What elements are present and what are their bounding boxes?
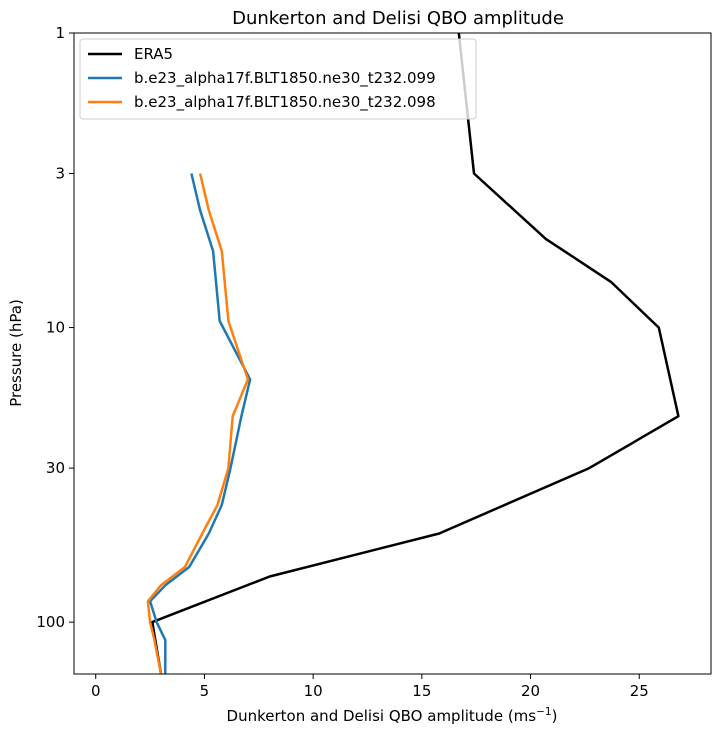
x-tick-label: 10 (304, 682, 323, 700)
x-ticks: 0 5 10 15 20 25 (91, 674, 649, 700)
series-line-1 (148, 173, 252, 674)
y-tick-label: 3 (55, 165, 65, 183)
y-ticks: 1 3 10 30 100 (36, 24, 74, 631)
x-axis-label-superscript: −1 (536, 706, 551, 718)
chart-title: Dunkerton and Delisi QBO amplitude (232, 8, 564, 29)
x-axis-label-close: ) (552, 707, 558, 725)
series-line-0 (151, 32, 680, 675)
y-tick-label: 10 (46, 319, 65, 337)
x-tick-label: 20 (521, 682, 540, 700)
series-line-2 (146, 173, 250, 675)
legend: ERA5 b.e23_alpha17f.BLT1850.ne30_t232.09… (79, 38, 477, 120)
legend-frame (79, 38, 477, 120)
legend-label-run-099: b.e23_alpha17f.BLT1850.ne30_t232.099 (134, 69, 436, 88)
series-layer (146, 32, 680, 675)
legend-label-run-098: b.e23_alpha17f.BLT1850.ne30_t232.098 (134, 93, 436, 112)
y-tick-label: 100 (36, 613, 65, 631)
plot-frame (73, 32, 712, 675)
x-tick-label: 5 (200, 682, 210, 700)
x-tick-label: 0 (91, 682, 101, 700)
y-tick-label: 1 (55, 24, 65, 42)
x-tick-label: 25 (630, 682, 649, 700)
legend-label-era5: ERA5 (134, 45, 173, 63)
x-axis-label-main: Dunkerton and Delisi QBO amplitude (ms (227, 707, 537, 725)
x-axis-label: Dunkerton and Delisi QBO amplitude (ms−1… (227, 706, 558, 725)
y-tick-label: 30 (46, 459, 65, 477)
x-tick-label: 15 (412, 682, 431, 700)
y-axis-label: Pressure (hPa) (7, 299, 25, 407)
